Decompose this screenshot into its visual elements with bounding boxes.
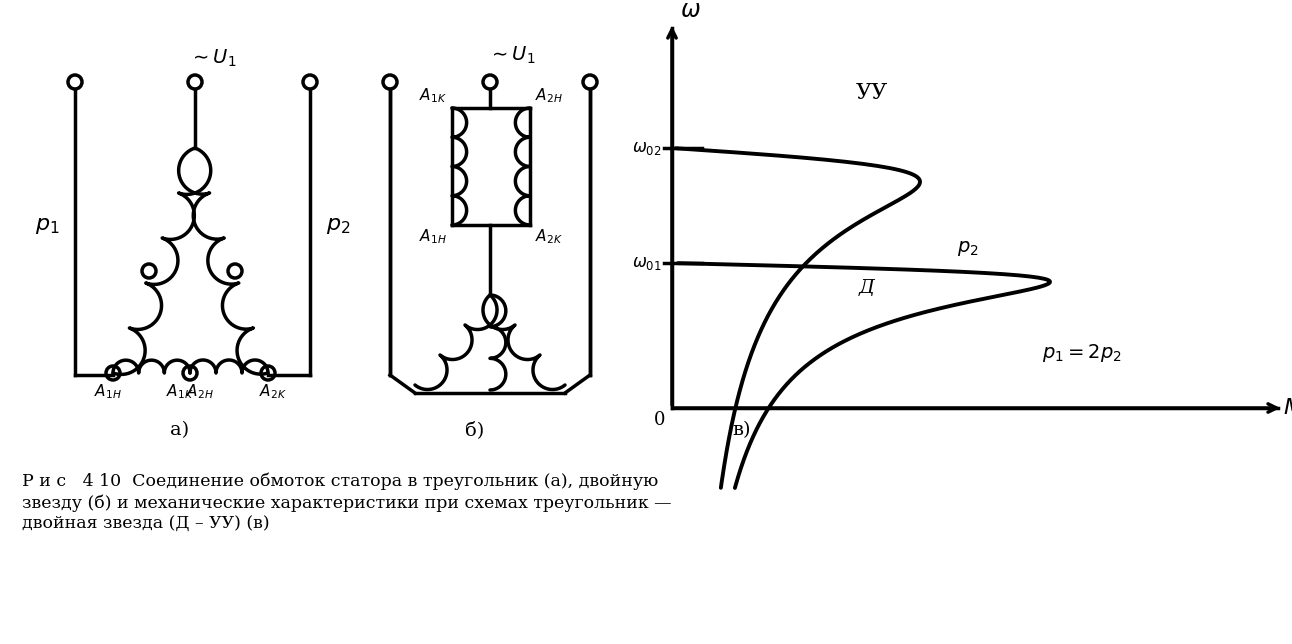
Text: $\sim U_1$: $\sim U_1$ — [189, 48, 236, 69]
Text: $A_{2K}$: $A_{2K}$ — [260, 383, 287, 401]
Text: $A_{1K}$: $A_{1K}$ — [167, 383, 194, 401]
Text: Р и с   4 10  Соединение обмоток статора в треугольник (а), двойную: Р и с 4 10 Соединение обмоток статора в … — [22, 472, 658, 489]
Text: $p_1=2p_2$: $p_1=2p_2$ — [1043, 342, 1121, 364]
Text: $\omega$: $\omega$ — [680, 0, 700, 21]
Text: $M$: $M$ — [1283, 397, 1292, 419]
Text: $A_{1H}$: $A_{1H}$ — [94, 383, 121, 401]
Text: двойная звезда (Д – УУ) (в): двойная звезда (Д – УУ) (в) — [22, 516, 270, 533]
Text: б): б) — [465, 421, 484, 439]
Text: $A_{2H}$: $A_{2H}$ — [535, 87, 563, 106]
Text: $A_{2H}$: $A_{2H}$ — [186, 383, 214, 401]
Text: $\omega_{02}$: $\omega_{02}$ — [632, 140, 662, 156]
Text: $A_{1K}$: $A_{1K}$ — [420, 87, 447, 106]
Text: $p_1$: $p_1$ — [35, 214, 59, 236]
Text: звезду (б) и механические характеристики при схемах треугольник —: звезду (б) и механические характеристики… — [22, 494, 672, 511]
Text: $\sim U_1$: $\sim U_1$ — [488, 44, 536, 66]
Text: $A_{1H}$: $A_{1H}$ — [420, 227, 447, 247]
Text: УУ: УУ — [855, 82, 888, 104]
Text: Д: Д — [859, 279, 875, 297]
Text: а): а) — [171, 421, 190, 439]
Text: $\omega_{01}$: $\omega_{01}$ — [632, 254, 662, 272]
Text: $A_{2K}$: $A_{2K}$ — [535, 227, 563, 247]
Text: в): в) — [733, 421, 751, 439]
Text: $p_2$: $p_2$ — [326, 214, 350, 236]
Text: $p_2$: $p_2$ — [957, 238, 979, 258]
Text: 0: 0 — [654, 411, 665, 429]
